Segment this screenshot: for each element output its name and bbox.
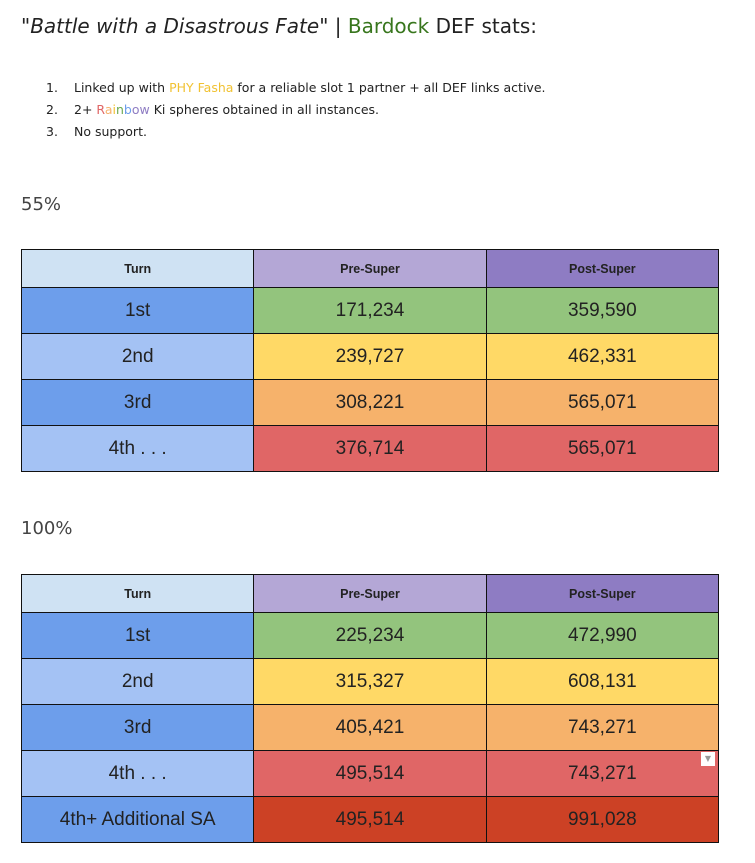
post-super-cell[interactable]: 608,131 bbox=[485, 658, 720, 705]
post-super-cell[interactable]: 743,271 bbox=[485, 750, 720, 797]
character-name: Bardock bbox=[347, 14, 430, 38]
turn-cell[interactable]: 2nd bbox=[20, 658, 255, 705]
table-row: 4th . . . 495,514 743,271 bbox=[20, 750, 720, 797]
section-label-100: 100% bbox=[21, 518, 73, 539]
column-header: Post-Super bbox=[485, 249, 720, 288]
turn-cell[interactable]: 1st bbox=[20, 287, 255, 334]
stats-table-55: Turn Pre-Super Post-Super 1st 171,234 359,… bbox=[20, 249, 720, 472]
pre-super-cell[interactable]: 376,714 bbox=[253, 425, 487, 472]
pre-super-cell[interactable]: 315,327 bbox=[253, 658, 487, 705]
turn-cell[interactable]: 4th . . . bbox=[20, 750, 255, 797]
header-row: Turn Pre-Super Post-Super bbox=[20, 249, 720, 288]
post-super-cell[interactable]: 565,071 bbox=[485, 425, 720, 472]
dropdown-arrow-icon[interactable]: ▼ bbox=[701, 752, 715, 766]
list-item: 2. 2+ Rainbow Ki spheres obtained in all … bbox=[46, 102, 379, 117]
pre-super-cell[interactable]: 239,727 bbox=[253, 333, 487, 380]
post-super-cell[interactable]: 991,028 bbox=[485, 796, 720, 843]
table-row: 2nd 315,327 608,131 bbox=[20, 658, 720, 705]
column-header: Turn bbox=[20, 249, 255, 288]
turn-cell[interactable]: 1st bbox=[20, 612, 255, 659]
rainbow-text: Rainbow bbox=[96, 102, 150, 117]
list-item: 3. No support. bbox=[46, 124, 147, 139]
header-row: Turn Pre-Super Post-Super bbox=[20, 574, 720, 613]
post-super-cell[interactable]: 462,331 bbox=[485, 333, 720, 380]
conditions-list: 1. Linked up with PHY Fasha for a reliabl… bbox=[46, 78, 546, 144]
pre-super-cell[interactable]: 308,221 bbox=[253, 379, 487, 426]
column-header: Post-Super bbox=[485, 574, 720, 613]
pre-super-cell[interactable]: 171,234 bbox=[253, 287, 487, 334]
post-super-cell[interactable]: 565,071 bbox=[485, 379, 720, 426]
table-row: 2nd 239,727 462,331 bbox=[20, 333, 720, 380]
stats-table-100: Turn Pre-Super Post-Super 1st 225,234 472,… bbox=[20, 574, 720, 843]
pre-super-cell[interactable]: 495,514 bbox=[253, 750, 487, 797]
page-title: "Battle with a Disastrous Fate" | Bardoc… bbox=[21, 14, 537, 38]
turn-cell[interactable]: 4th+ Additional SA bbox=[20, 796, 255, 843]
table-row: 4th . . . 376,714 565,071 bbox=[20, 425, 720, 472]
section-label-55: 55% bbox=[21, 194, 62, 215]
pre-super-cell[interactable]: 495,514 bbox=[253, 796, 487, 843]
turn-cell[interactable]: 2nd bbox=[20, 333, 255, 380]
turn-cell[interactable]: 3rd bbox=[20, 704, 255, 751]
pre-super-cell[interactable]: 405,421 bbox=[253, 704, 487, 751]
list-item: 1. Linked up with PHY Fasha for a reliabl… bbox=[46, 80, 546, 95]
table-row: 3rd 405,421 743,271 bbox=[20, 704, 720, 751]
column-header: Pre-Super bbox=[253, 249, 487, 288]
pre-super-cell[interactable]: 225,234 bbox=[253, 612, 487, 659]
turn-cell[interactable]: 4th . . . bbox=[20, 425, 255, 472]
table-row: 3rd 308,221 565,071 bbox=[20, 379, 720, 426]
table-row: 1st 171,234 359,590 bbox=[20, 287, 720, 334]
column-header: Pre-Super bbox=[253, 574, 487, 613]
post-super-cell[interactable]: 743,271 bbox=[485, 704, 720, 751]
post-super-cell[interactable]: 359,590 bbox=[485, 287, 720, 334]
column-header: Turn bbox=[20, 574, 255, 613]
post-super-cell[interactable]: 472,990 bbox=[485, 612, 720, 659]
turn-cell[interactable]: 3rd bbox=[20, 379, 255, 426]
table-row: 1st 225,234 472,990 bbox=[20, 612, 720, 659]
table-row: 4th+ Additional SA 495,514 991,028 bbox=[20, 796, 720, 843]
